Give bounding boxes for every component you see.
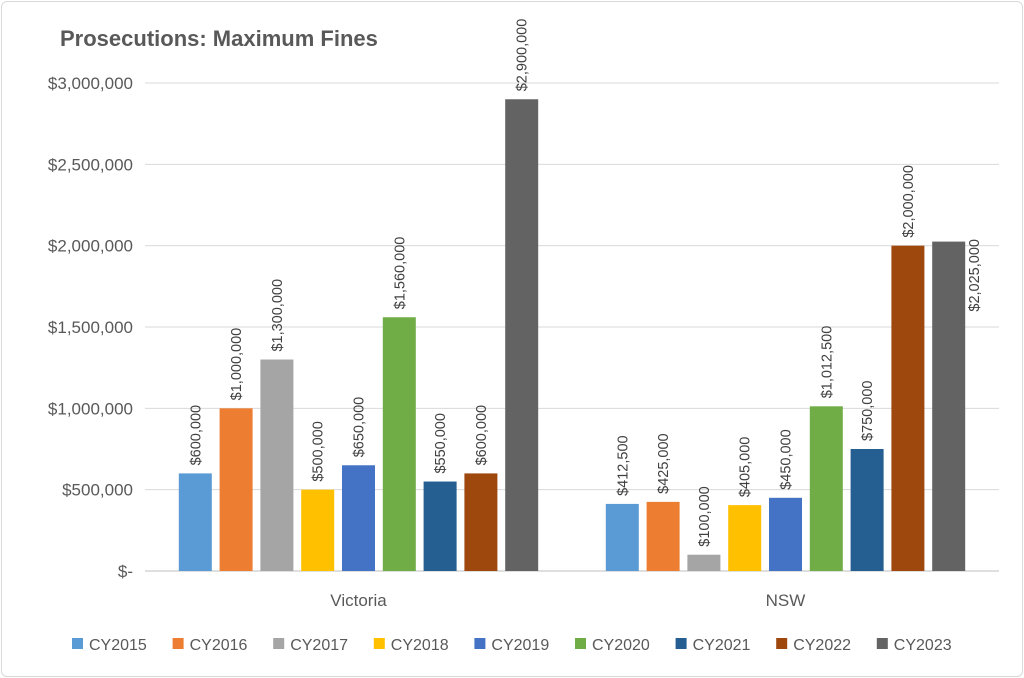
bar-cy2017-victoria bbox=[260, 359, 294, 571]
legend-label: CY2023 bbox=[894, 637, 952, 654]
bar-cy2019-victoria bbox=[342, 465, 375, 571]
x-tick-label: Victoria bbox=[330, 591, 387, 610]
data-label: $405,000 bbox=[738, 437, 754, 497]
data-label: $600,000 bbox=[474, 405, 490, 465]
chart-title: Prosecutions: Maximum Fines bbox=[60, 26, 378, 51]
legend-label: CY2016 bbox=[190, 637, 248, 654]
x-tick-label: NSW bbox=[766, 591, 806, 610]
legend-swatch-cy2017 bbox=[273, 638, 285, 649]
bar-cy2019-nsw bbox=[769, 497, 802, 571]
bar-cy2022-nsw bbox=[891, 245, 925, 571]
bar-cy2016-victoria bbox=[219, 408, 253, 571]
y-tick-label: $1,500,000 bbox=[48, 318, 133, 337]
legend-swatch-cy2021 bbox=[675, 638, 687, 649]
legend-swatch-cy2016 bbox=[172, 638, 184, 649]
bar-cy2020-victoria bbox=[382, 317, 416, 571]
bar-cy2015-nsw bbox=[605, 503, 639, 571]
legend-swatch-cy2020 bbox=[575, 638, 586, 649]
bar-cy2020-nsw bbox=[809, 406, 843, 571]
data-label: $650,000 bbox=[352, 397, 368, 457]
data-label: $450,000 bbox=[779, 429, 795, 489]
legend-label: CY2022 bbox=[793, 637, 851, 654]
bar-cy2015-victoria bbox=[178, 473, 212, 571]
y-tick-label: $2,000,000 bbox=[48, 237, 133, 256]
y-tick-label: $500,000 bbox=[62, 481, 133, 500]
legend-label: CY2018 bbox=[391, 637, 449, 654]
legend-swatch-cy2018 bbox=[373, 638, 385, 649]
legend-swatch-cy2023 bbox=[876, 638, 888, 649]
legend-swatch-cy2019 bbox=[474, 638, 486, 649]
bar-cy2023-victoria bbox=[505, 99, 539, 572]
data-label: $600,000 bbox=[188, 405, 204, 465]
data-label: $550,000 bbox=[433, 413, 449, 473]
bar-cy2017-nsw bbox=[687, 554, 721, 571]
legend-label: CY2020 bbox=[592, 637, 650, 654]
legend-label: CY2015 bbox=[89, 637, 147, 654]
data-label: $2,900,000 bbox=[515, 19, 531, 92]
data-label: $425,000 bbox=[656, 433, 672, 493]
data-label: $750,000 bbox=[860, 381, 876, 441]
data-label: $1,012,500 bbox=[819, 326, 835, 399]
legend-label: CY2017 bbox=[290, 637, 348, 654]
legend-swatch-cy2022 bbox=[776, 638, 788, 649]
bar-cy2021-victoria bbox=[423, 481, 457, 571]
data-label: $2,000,000 bbox=[901, 165, 917, 238]
bar-cy2021-nsw bbox=[850, 449, 884, 571]
y-tick-label: $1,000,000 bbox=[48, 399, 133, 418]
bar-cy2022-victoria bbox=[464, 473, 498, 571]
data-label: $500,000 bbox=[311, 421, 327, 481]
data-label: $2,025,000 bbox=[967, 239, 983, 312]
y-tick-label: $3,000,000 bbox=[48, 74, 133, 93]
y-tick-label: $2,500,000 bbox=[48, 155, 133, 174]
bar-cy2018-victoria bbox=[301, 489, 335, 571]
legend-label: CY2021 bbox=[693, 637, 751, 654]
legend-swatch-cy2015 bbox=[72, 638, 83, 649]
bar-cy2016-nsw bbox=[646, 501, 680, 571]
legend-label: CY2019 bbox=[491, 637, 549, 654]
data-label: $100,000 bbox=[697, 486, 713, 546]
data-label: $1,000,000 bbox=[229, 328, 245, 401]
y-tick-label: $- bbox=[118, 562, 133, 581]
data-label: $1,560,000 bbox=[392, 237, 408, 310]
bar-cy2018-nsw bbox=[728, 505, 762, 571]
data-label: $1,300,000 bbox=[270, 279, 286, 352]
data-label: $412,500 bbox=[615, 435, 631, 495]
bar-cy2023-nsw bbox=[932, 241, 966, 571]
